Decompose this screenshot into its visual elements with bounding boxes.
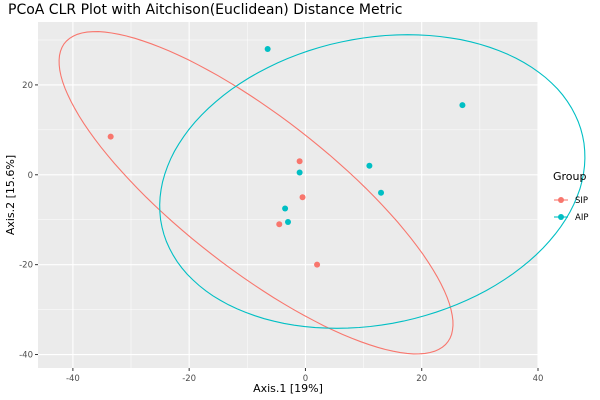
legend-label-sip: SIP xyxy=(575,196,588,206)
point-sip xyxy=(107,133,114,140)
y-tick-label: -20 xyxy=(19,261,33,271)
x-tick-label: -20 xyxy=(182,374,196,384)
plot-panel xyxy=(38,22,538,368)
y-tick-label: -40 xyxy=(19,351,33,361)
ellipse-sip xyxy=(58,31,454,355)
confidence-ellipses xyxy=(58,31,586,355)
y-axis-title: Axis.2 [15.6%] xyxy=(4,155,17,235)
x-tick-label: 40 xyxy=(533,374,544,384)
legend-title: Group xyxy=(553,170,587,183)
point-sip xyxy=(276,221,283,228)
point-sip xyxy=(296,158,303,165)
point-aip xyxy=(282,205,289,212)
y-axis-ticks: -40 -20 0 20 xyxy=(19,81,38,361)
legend: Group SIP AIP xyxy=(553,170,588,223)
ellipse-aip xyxy=(159,34,586,329)
point-aip xyxy=(285,218,291,225)
point-sip xyxy=(299,194,306,201)
x-tick-label: -40 xyxy=(66,374,80,384)
point-aip xyxy=(296,169,303,176)
legend-label-aip: AIP xyxy=(575,213,588,223)
point-aip xyxy=(264,45,271,52)
grid-lines xyxy=(38,22,539,368)
y-tick-label: 20 xyxy=(22,81,33,91)
y-tick-label: 0 xyxy=(28,171,33,181)
point-aip xyxy=(459,102,466,109)
x-tick-label: 20 xyxy=(416,374,427,384)
data-points xyxy=(107,45,466,268)
point-aip xyxy=(366,162,373,169)
chart-title: PCoA CLR Plot with Aitchison(Euclidean) … xyxy=(8,2,403,18)
legend-key-point xyxy=(558,197,564,203)
legend-key-point xyxy=(558,214,564,220)
point-aip xyxy=(378,189,385,196)
x-axis-ticks: -40 -20 0 20 40 xyxy=(66,368,543,384)
x-tick-label: 0 xyxy=(303,374,308,384)
point-sip xyxy=(314,261,321,268)
x-axis-title: Axis.1 [19%] xyxy=(253,382,323,395)
